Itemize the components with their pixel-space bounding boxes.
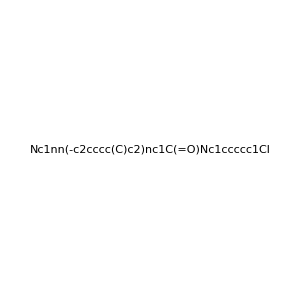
Text: Nc1nn(-c2cccc(C)c2)nc1C(=O)Nc1ccccc1Cl: Nc1nn(-c2cccc(C)c2)nc1C(=O)Nc1ccccc1Cl xyxy=(30,145,270,155)
